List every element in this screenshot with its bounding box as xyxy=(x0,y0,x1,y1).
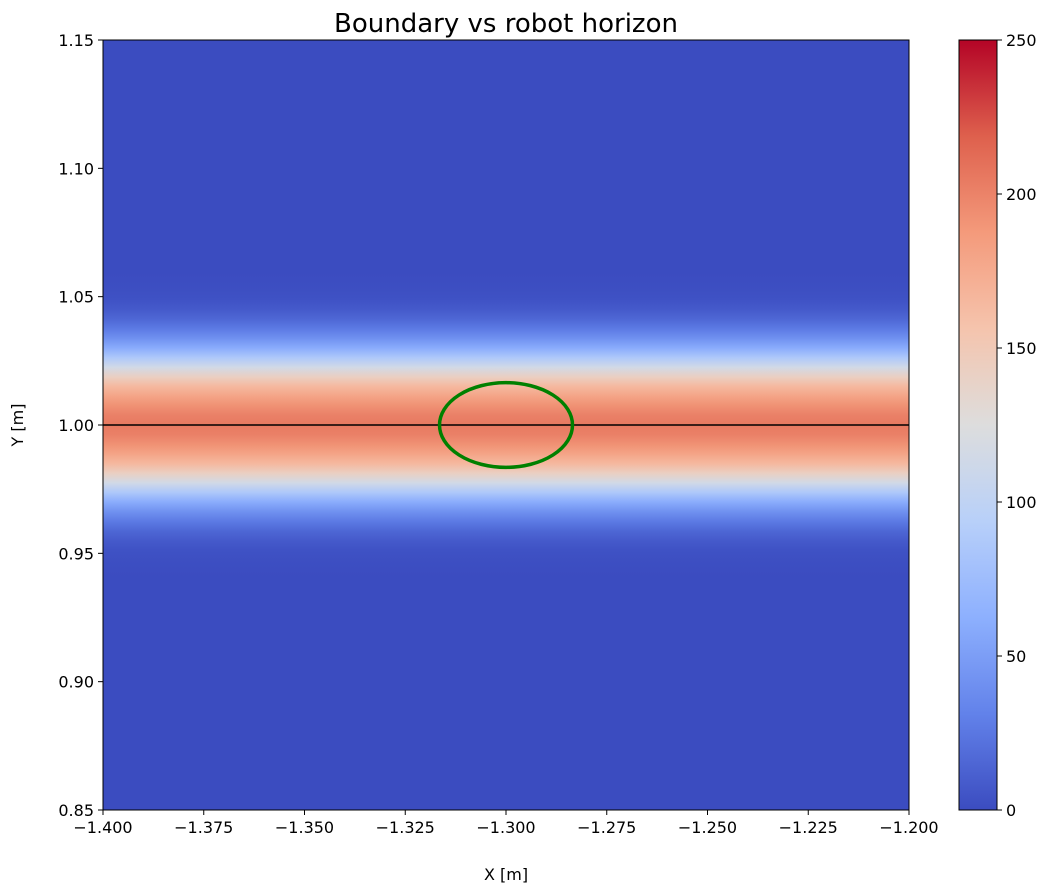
y-axis-ticks: 0.85 0.90 0.95 1.00 1.05 1.10 1.15 xyxy=(58,31,103,820)
x-tick-label: −1.225 xyxy=(779,818,838,837)
colorbar: 0 50 100 150 200 250 xyxy=(958,31,1037,820)
x-axis-label: X [m] xyxy=(484,865,528,884)
colorbar-tick-label: 250 xyxy=(1006,31,1037,50)
robot-horizon-circle xyxy=(437,380,575,470)
x-tick-label: −1.325 xyxy=(376,818,435,837)
x-tick-label: −1.400 xyxy=(73,818,132,837)
colorbar-tick-label: 100 xyxy=(1006,493,1037,512)
y-tick-label: 1.05 xyxy=(58,288,94,307)
y-tick-label: 1.15 xyxy=(58,31,94,50)
colorbar-ticks: 0 50 100 150 200 250 xyxy=(997,31,1037,820)
x-tick-label: −1.200 xyxy=(879,818,938,837)
colorbar-tick-label: 200 xyxy=(1006,185,1037,204)
colorbar-frame xyxy=(958,39,998,811)
x-tick-label: −1.350 xyxy=(275,818,334,837)
colorbar-tick-label: 150 xyxy=(1006,339,1037,358)
plot-area: −1.400 −1.375 −1.350 −1.325 −1.300 −1.275 −1.2… xyxy=(58,31,938,837)
y-tick-label: 1.00 xyxy=(58,416,94,435)
x-tick-label: −1.375 xyxy=(174,818,233,837)
x-tick-label: −1.275 xyxy=(577,818,636,837)
colorbar-gradient-bar xyxy=(959,40,997,810)
x-tick-label: −1.300 xyxy=(476,818,535,837)
colorbar-tick-label: 0 xyxy=(1006,801,1016,820)
y-tick-label: 0.95 xyxy=(58,544,94,563)
x-tick-label: −1.250 xyxy=(678,818,737,837)
y-axis-label: Y [m] xyxy=(8,404,27,448)
chart-title: Boundary vs robot horizon xyxy=(334,9,678,39)
colorbar-tick-label: 50 xyxy=(1006,647,1026,666)
y-tick-label: 0.85 xyxy=(58,801,94,820)
y-tick-label: 1.10 xyxy=(58,159,94,178)
x-axis-ticks: −1.400 −1.375 −1.350 −1.325 −1.300 −1.275 −1.2… xyxy=(73,810,939,837)
y-tick-label: 0.90 xyxy=(58,673,94,692)
